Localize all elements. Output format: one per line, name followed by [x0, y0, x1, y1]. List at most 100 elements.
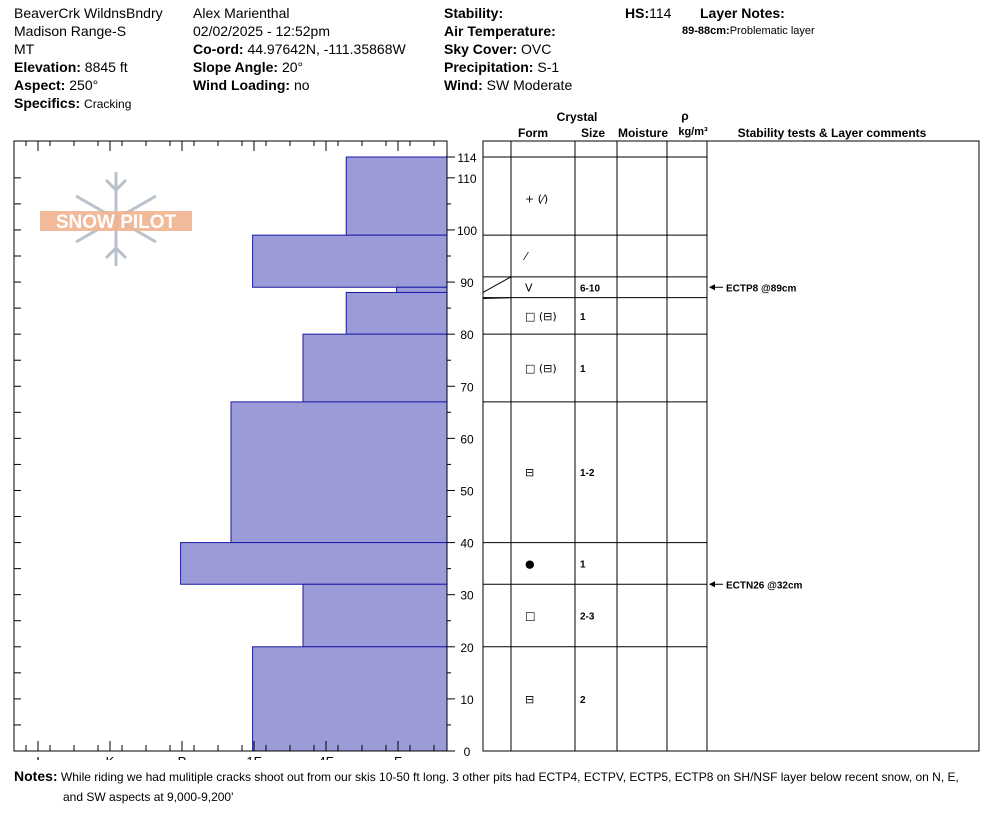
wind: Wind: SW Moderate [444, 76, 572, 94]
depth-label-40: 40 [460, 537, 474, 551]
layer-form-2: V [525, 281, 533, 294]
coordinates: Co-ord: 44.97642N, -111.35868W [193, 40, 406, 58]
wind-loading-label: Wind Loading: [193, 77, 291, 93]
hardness-label-K: K [106, 754, 115, 760]
form-header: Form [518, 126, 548, 140]
logo-band [40, 211, 192, 231]
wind-value: SW Moderate [486, 77, 573, 93]
hardness-label-F: F [394, 754, 402, 760]
location-name: BeaverCrk WildnsBndry [14, 5, 163, 21]
layer-size-7: 2-3 [580, 612, 595, 623]
depth-label-50: 50 [460, 484, 474, 498]
weak-layer-connector-top [482, 276, 512, 293]
aspect: Aspect: 250° [14, 76, 98, 94]
hardness-bar-2 [396, 286, 448, 293]
depth-label-70: 70 [460, 380, 474, 394]
hardness-bar-5 [230, 401, 448, 544]
state: MT [14, 41, 35, 57]
layer-form-0: + (⁄) [525, 193, 548, 206]
specifics-value: Cracking [84, 97, 132, 111]
hardness-bar-1 [252, 234, 448, 288]
layer-form-7: □ [525, 610, 535, 623]
snowpilot-logo: SNOW PILOT [40, 172, 192, 266]
weak-layer-connector-bottom [482, 297, 512, 299]
depth-label-90: 90 [460, 276, 474, 290]
layer-size-6: 1 [580, 559, 586, 570]
hardness-bar-7 [302, 583, 448, 648]
hardness-bar-0 [345, 156, 448, 236]
stability-arrow-icon-0 [709, 284, 715, 291]
precipitation: Precipitation: S-1 [444, 58, 559, 76]
notes-text-line2: and SW aspects at 9,000-9,200' [63, 790, 234, 804]
hs-value: 114 [649, 5, 672, 21]
coord-label: Co-ord: [193, 41, 244, 57]
layer-form-1: ⁄ [522, 250, 529, 263]
depth-label-114: 114 [457, 151, 476, 165]
layer-size-3: 1 [580, 312, 586, 323]
layer-table-frame [482, 140, 980, 752]
notes-label: Notes: [14, 768, 58, 784]
logo-text: SNOW PILOT [56, 212, 177, 233]
depth-label-110: 110 [457, 172, 476, 186]
hardness-bar-4 [302, 333, 448, 403]
elevation-label: Elevation: [14, 59, 81, 75]
depth-label-80: 80 [460, 328, 474, 342]
depth-label-0: 0 [464, 745, 471, 759]
layer-notes-label: Layer Notes: [700, 5, 785, 21]
notes-text-line1: While riding we had mulitiple cracks sho… [60, 770, 959, 784]
hardness-bar-6 [180, 542, 448, 585]
slope-value: 20° [281, 59, 304, 75]
wind-loading: Wind Loading: no [193, 76, 310, 94]
coord-value: 44.97642N, -111.35868W [247, 41, 406, 57]
hs: HS:114 [625, 4, 671, 22]
hardness-label-1F: 1F [246, 754, 261, 760]
moisture-header: Moisture [618, 126, 668, 140]
specifics: Specifics: Cracking [14, 94, 131, 113]
hardness-bar-3 [345, 291, 448, 335]
hs-label: HS: [625, 5, 650, 21]
hardness-label-P: P [178, 754, 187, 760]
stability-label: Stability: [444, 5, 504, 21]
snow-profile-chart: Crystal Form Size Moisture ρ kg/m³ Stabi… [13, 109, 980, 760]
wind-loading-value: no [293, 77, 310, 93]
datetime: 02/02/2025 - 12:52pm [193, 23, 330, 39]
precip-label: Precipitation: [444, 59, 534, 75]
stability-test-0: ECTP8 @89cm [726, 283, 796, 294]
layer-form-4: □ (⊟) [525, 362, 557, 375]
size-header: Size [581, 126, 605, 140]
layer-note-depth: 89-88cm: [682, 25, 730, 37]
slope-label: Slope Angle: [193, 59, 279, 75]
elevation-value: 8845 ft [84, 59, 128, 75]
sky-value: OVC [521, 41, 552, 57]
stability-arrow-icon-1 [709, 581, 715, 588]
elevation: Elevation: 8845 ft [14, 58, 128, 76]
layer-size-4: 1 [580, 364, 586, 375]
depth-label-60: 60 [460, 432, 474, 446]
slope-angle: Slope Angle: 20° [193, 58, 303, 76]
depth-label-100: 100 [457, 224, 477, 238]
notes: Notes: While riding we had mulitiple cra… [14, 766, 984, 807]
hardness-bar-8 [252, 646, 448, 752]
aspect-value: 250° [69, 77, 99, 93]
layer-size-5: 1-2 [580, 468, 595, 479]
range-name: Madison Range-S [14, 23, 127, 39]
depth-label-20: 20 [460, 641, 474, 655]
specifics-label: Specifics: [14, 95, 81, 111]
wind-label: Wind: [444, 77, 483, 93]
hardness-frame [13, 140, 448, 752]
sky-label: Sky Cover: [444, 41, 518, 57]
layer-form-3: □ (⊟) [525, 310, 557, 323]
hardness-label-4F: 4F [318, 754, 333, 760]
depth-label-10: 10 [460, 693, 474, 707]
depth-label-30: 30 [460, 589, 474, 603]
layer-size-2: 6-10 [580, 283, 600, 294]
air-temp-label: Air Temperature: [444, 23, 556, 39]
stability-test-1: ECTN26 @32cm [726, 580, 803, 591]
aspect-label: Aspect: [14, 77, 66, 93]
sky-cover: Sky Cover: OVC [444, 40, 551, 58]
hardness-label-I: I [36, 754, 40, 760]
layer-note-text: Problematic layer [729, 25, 815, 37]
crystal-header: Crystal [557, 110, 598, 124]
layer-note: 89-88cm:Problematic layer [682, 22, 815, 40]
layer-form-5: ⊟ [525, 466, 534, 479]
